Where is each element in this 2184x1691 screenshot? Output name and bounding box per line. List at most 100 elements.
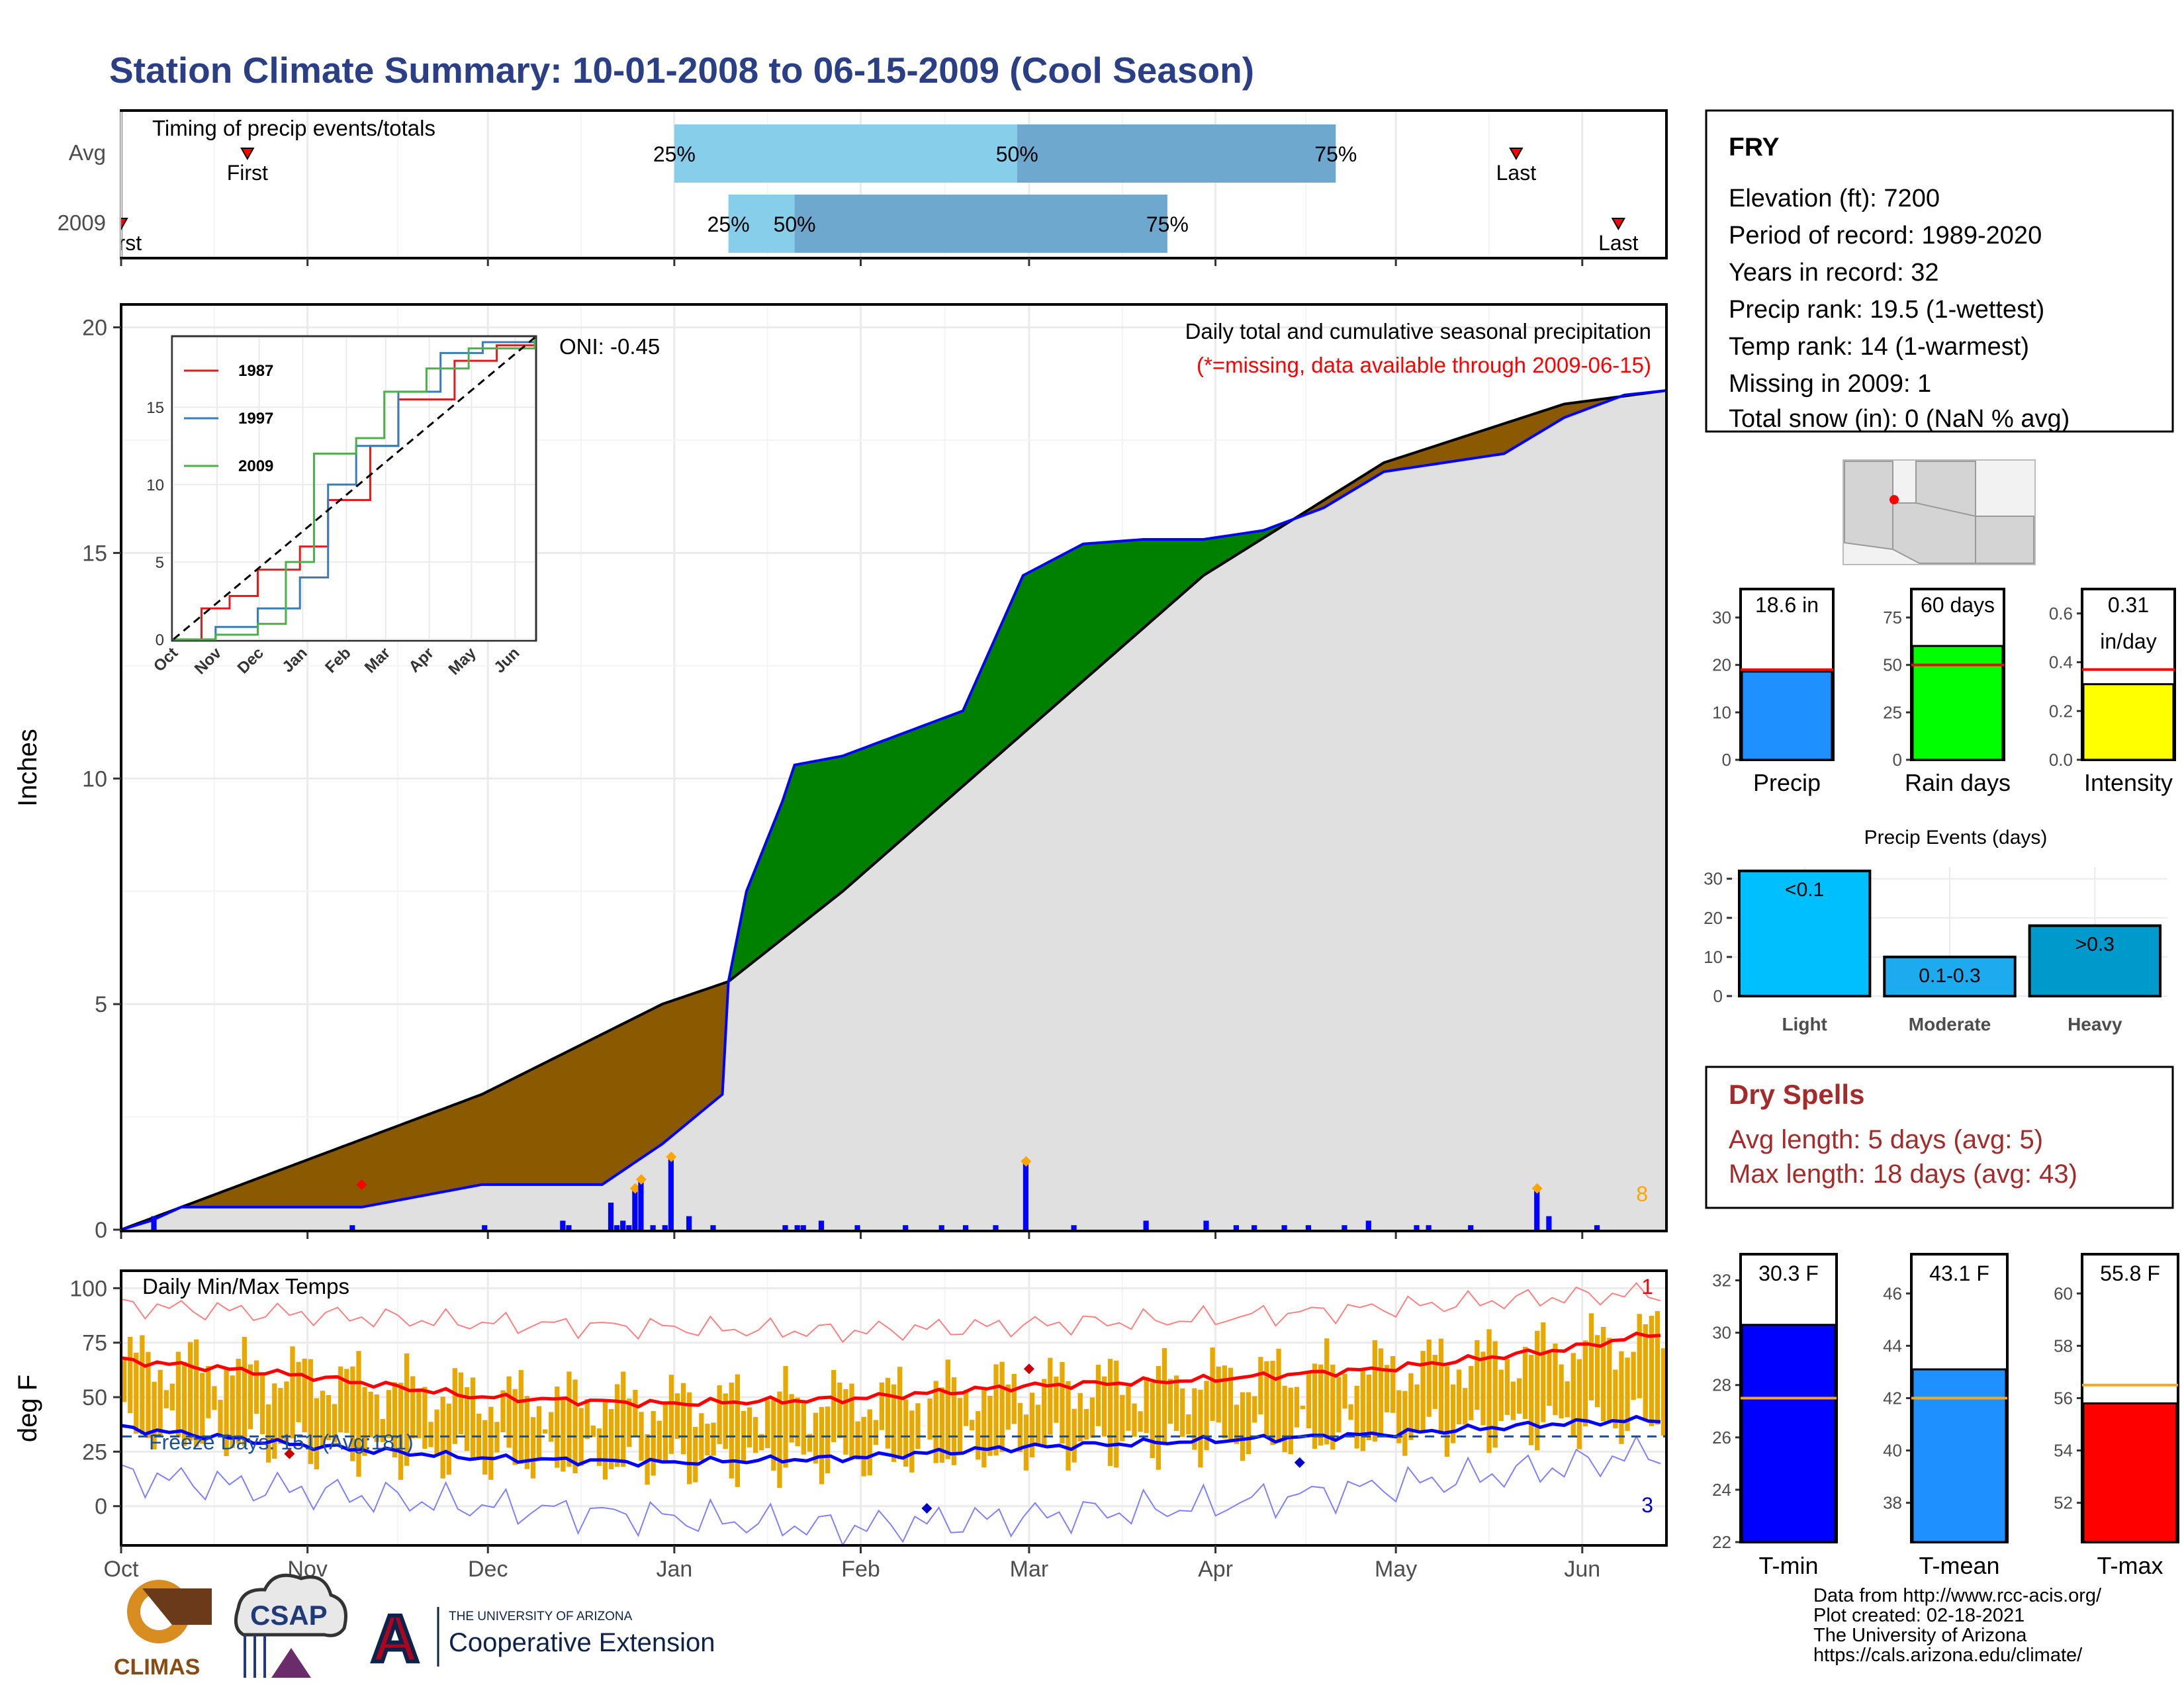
precip-events-chart: Precip Events (days) 0102030<0.1Light0.1…	[1704, 827, 2173, 1049]
daily-temp-bar	[999, 1362, 1004, 1452]
timing-q50-label: 50%	[774, 212, 816, 236]
daily-temp-bar	[1258, 1357, 1263, 1414]
daily-temp-bar	[1306, 1372, 1311, 1428]
daily-temp-bar	[1084, 1409, 1089, 1440]
daily-temp-bar	[1385, 1365, 1389, 1412]
daily-temp-bar	[356, 1351, 361, 1477]
daily-temp-bar	[170, 1384, 175, 1410]
dry-spells-box: Dry Spells Avg length: 5 days (avg: 5) M…	[1706, 1067, 2173, 1208]
precip-daily-bar	[560, 1220, 565, 1230]
daily-temp-bar	[206, 1366, 210, 1418]
summary-y-tick-label: 30	[1712, 608, 1731, 627]
daily-temp-bar	[1318, 1365, 1323, 1446]
locator-map	[1843, 460, 2035, 565]
daily-temp-bar	[543, 1430, 547, 1434]
daily-temp-bar	[1427, 1340, 1432, 1417]
precip-daily-bar	[819, 1220, 824, 1230]
footer-data-source: Data from http://www.rcc-acis.org/	[1813, 1585, 2102, 1606]
precip-daily-bar	[1306, 1225, 1311, 1230]
station-missing: Missing in 2009: 1	[1729, 370, 1931, 398]
daily-temp-bar	[1336, 1377, 1341, 1432]
precip-daily-bar	[662, 1225, 668, 1230]
daily-temp-bar	[482, 1420, 487, 1475]
precip-y-tick-label: 0	[95, 1218, 107, 1243]
daily-temp-bar	[1114, 1361, 1118, 1468]
ua-logo-bottom-text: Cooperative Extension	[449, 1628, 715, 1657]
temp-y-label: deg F	[13, 1375, 42, 1442]
temp-summary-y-tick-label: 38	[1883, 1493, 1902, 1513]
daily-temp-bar	[290, 1346, 295, 1438]
precip-daily-bar	[626, 1225, 631, 1230]
summary-y-tick-label: 75	[1883, 608, 1902, 627]
daily-temp-bar	[519, 1370, 523, 1463]
daily-temp-bar	[663, 1404, 668, 1463]
daily-temp-bar	[1066, 1381, 1070, 1471]
daily-temp-bar	[1222, 1365, 1227, 1438]
daily-temp-bar	[1445, 1366, 1449, 1457]
daily-temp-bar	[1463, 1388, 1467, 1424]
daily-temp-bar	[1138, 1411, 1142, 1432]
precip-daily-bar	[854, 1225, 860, 1230]
summary-bar-fill	[1742, 672, 1832, 760]
summary-value-unit: in/day	[2100, 629, 2156, 653]
month-x-tick-label: May	[1375, 1557, 1417, 1582]
daily-temp-bar	[434, 1410, 439, 1456]
precip-daily-bar	[963, 1225, 968, 1230]
daily-temp-bar	[1367, 1375, 1371, 1440]
summary-y-tick-label: 0	[1722, 750, 1731, 770]
daily-temp-bar	[260, 1374, 265, 1434]
precip-daily-bar	[1251, 1225, 1257, 1230]
temp-max-record-count: 1	[1641, 1275, 1653, 1299]
daily-temp-bar	[1024, 1414, 1028, 1471]
timing-q50-label: 50%	[996, 142, 1038, 166]
temp-y-tick-label: 50	[82, 1385, 107, 1410]
daily-temp-bar	[134, 1353, 138, 1434]
daily-temp-bar	[1637, 1314, 1642, 1398]
summary-y-tick-label: 20	[1712, 655, 1731, 675]
daily-temp-bar	[453, 1368, 457, 1444]
precip-daily-bar	[1468, 1225, 1473, 1230]
daily-temp-bar	[1289, 1388, 1293, 1455]
timing-panel: Timing of precip events/totals Avg 2009 …	[58, 111, 1666, 266]
temp-summary-label: T-min	[1759, 1552, 1819, 1579]
daily-temp-bar	[410, 1376, 415, 1438]
precip-y-label: Inches	[13, 729, 42, 807]
temp-min-record-count: 3	[1641, 1493, 1653, 1517]
daily-temp-bar	[651, 1411, 656, 1476]
daily-temp-bar	[212, 1386, 216, 1410]
precip-daily-bar	[482, 1225, 487, 1230]
temp-summary-y-tick-label: 52	[2054, 1493, 2073, 1513]
precip-daily-bar	[608, 1203, 614, 1230]
station-elevation: Elevation (ft): 7200	[1729, 185, 1940, 212]
precip-daily-bar	[903, 1225, 908, 1230]
daily-temp-bar	[1168, 1379, 1173, 1424]
temp-summary-value: 43.1 F	[1929, 1261, 1989, 1285]
inset-legend-label: 1997	[238, 410, 273, 428]
daily-temp-bar	[1486, 1329, 1491, 1453]
ua-extension-logo: A THE UNIVERSITY OF ARIZONA Cooperative …	[365, 1602, 715, 1676]
daily-temp-bar	[1499, 1370, 1504, 1422]
daily-temp-bar	[1565, 1381, 1570, 1417]
daily-temp-bar	[428, 1422, 433, 1447]
events-bar-label: <0.1	[1785, 879, 1824, 901]
daily-temp-bar	[254, 1360, 259, 1414]
temp-summary-y-tick-label: 60	[2054, 1283, 2073, 1303]
inset-legend-label: 1987	[238, 362, 273, 380]
temp-summary-y-tick-label: 58	[2054, 1336, 2073, 1355]
daily-temp-bar	[459, 1373, 463, 1435]
daily-temp-bar	[1414, 1385, 1419, 1432]
footer-plot-created: Plot created: 02-18-2021	[1813, 1605, 2025, 1626]
precip-daily-bar	[1282, 1225, 1287, 1230]
footer-url: https://cals.arizona.edu/climate/	[1813, 1645, 2083, 1666]
daily-temp-bar	[1048, 1358, 1052, 1435]
daily-temp-bar	[572, 1379, 577, 1473]
daily-temp-bar	[1547, 1352, 1551, 1406]
daily-temp-bar	[753, 1417, 758, 1453]
events-y-tick-label: 10	[1704, 947, 1723, 967]
timing-q75-label: 75%	[1146, 212, 1189, 236]
daily-temp-bar	[1505, 1359, 1510, 1415]
temp-y-tick-label: 25	[82, 1440, 107, 1465]
